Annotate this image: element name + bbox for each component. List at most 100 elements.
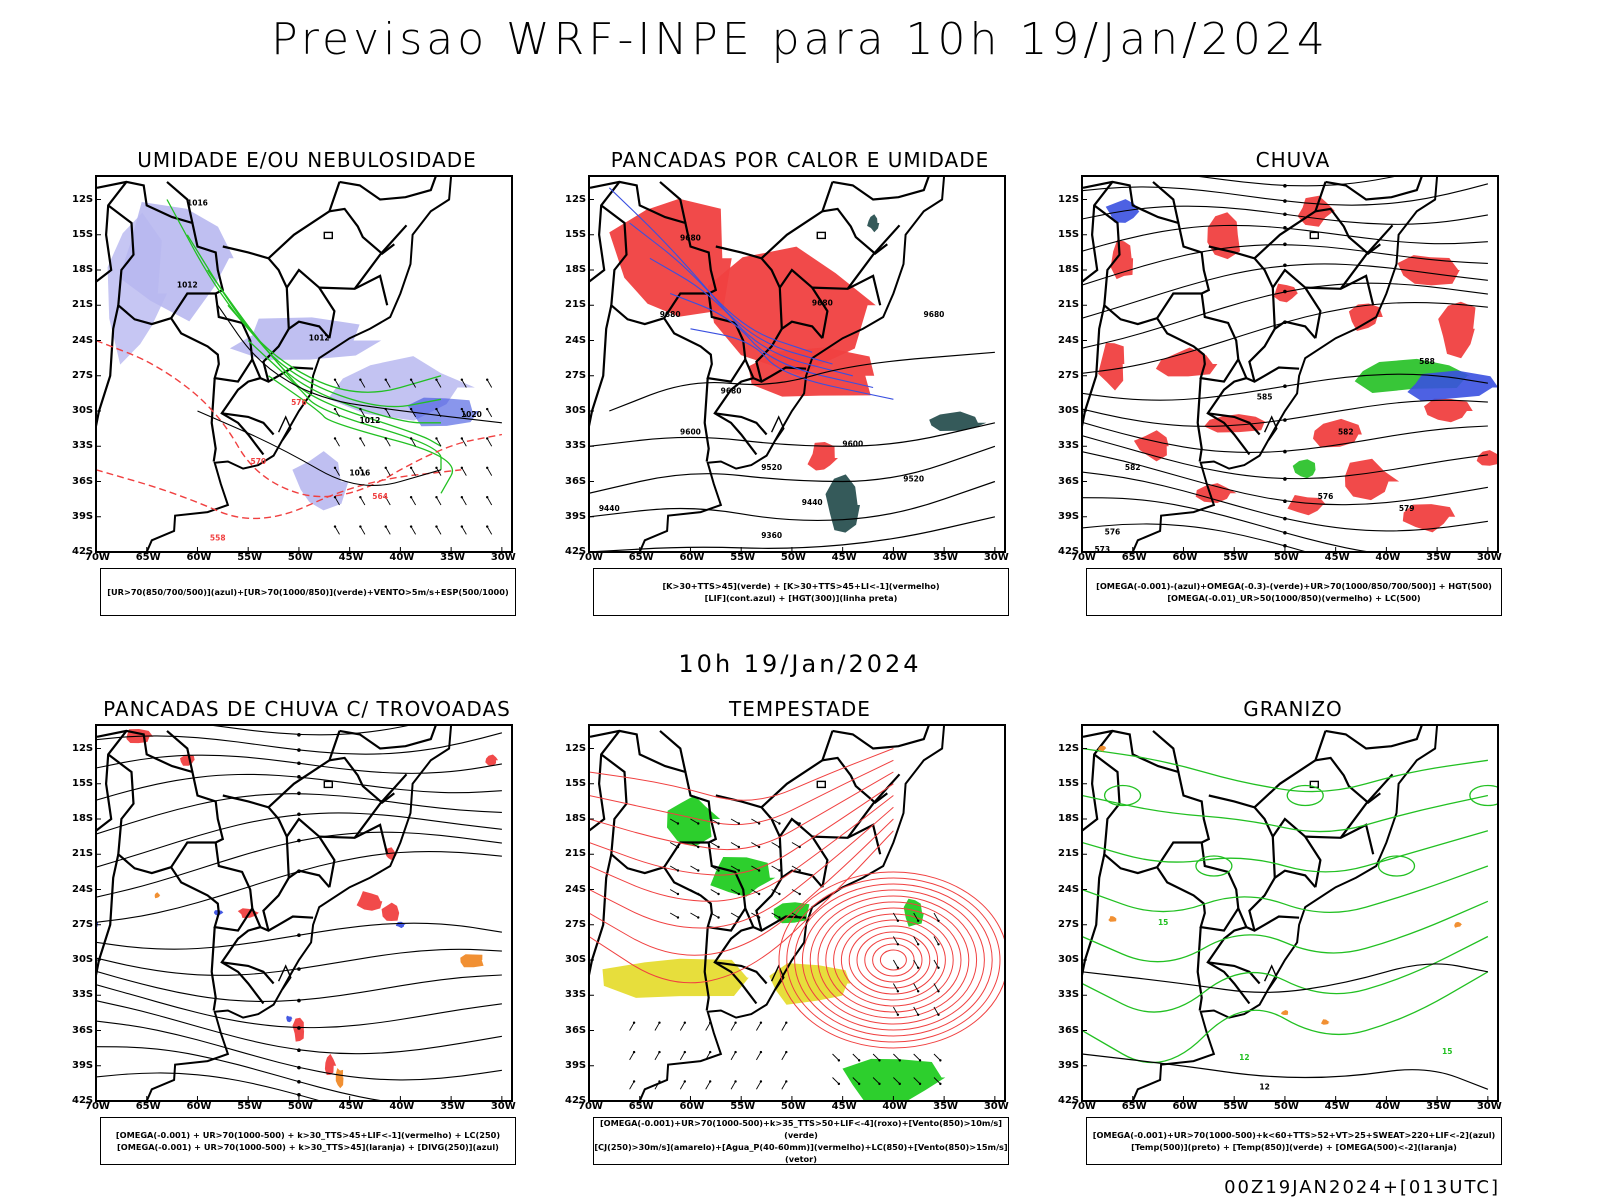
lat-label: 21S [565, 848, 587, 860]
wind-vector-head [359, 407, 362, 411]
thunderstorm-area [381, 902, 400, 921]
streamline-850 [589, 748, 894, 801]
wind-vector-head [916, 919, 920, 922]
political-border [107, 753, 216, 875]
streamline-850 [825, 907, 962, 1013]
wind-vector [359, 438, 366, 447]
wind-vector [461, 379, 467, 388]
wind-vector-head [757, 822, 761, 825]
wind-vector [781, 1051, 787, 1061]
wind-vector [654, 1022, 660, 1031]
political-border [822, 756, 888, 805]
streamline [96, 732, 503, 755]
political-border [1208, 794, 1276, 878]
wind-vector [690, 865, 699, 871]
political-border [812, 274, 882, 306]
rain-area [1195, 483, 1237, 503]
wind-vector [730, 1051, 736, 1061]
contour-label: 582 [1125, 463, 1141, 472]
streamline-arrow [1283, 477, 1287, 481]
lat-label: 39S [565, 510, 587, 522]
wind-vector-head [697, 916, 700, 919]
lon-label: 30W [983, 1101, 1009, 1112]
streamline-arrow [1283, 183, 1287, 188]
wind-vector-head [778, 916, 781, 919]
wind-vector [410, 379, 416, 388]
political-border [1196, 378, 1203, 462]
streamline [1082, 282, 1488, 349]
political-border [846, 773, 901, 839]
map-frame [1081, 175, 1499, 553]
streamline [96, 793, 502, 835]
streamline-arrow [297, 812, 301, 817]
political-border [267, 181, 341, 260]
wind-vector [436, 467, 442, 476]
wind-vector [669, 865, 679, 871]
wind-vector-head [708, 1021, 712, 1024]
legend-line: [OMEGA(-0.001) + UR>70(1000-500) + k>30_… [117, 1142, 499, 1152]
wind-vector-head [435, 407, 438, 411]
thunderstorm-area [324, 1053, 337, 1075]
lat-label: 24S [565, 334, 587, 346]
streamline [1082, 301, 1488, 374]
streamline-arrow [297, 791, 301, 796]
wind-vector-head [632, 1050, 636, 1054]
political-border [1207, 961, 1261, 985]
omega-area [1407, 370, 1498, 402]
humidity-contour [227, 304, 442, 447]
wind-vector-head [486, 466, 489, 470]
wind-850-area [903, 898, 924, 927]
streamline [96, 1046, 387, 1101]
wind-vector-head [798, 892, 801, 896]
lon-label: 50W [287, 552, 313, 563]
map-frame [95, 724, 513, 1102]
lat-label: 27S [72, 918, 94, 930]
instability-area [807, 442, 838, 471]
lat-label: 18S [565, 264, 587, 275]
contour-label: 9680 [660, 310, 681, 319]
wind-vector [385, 467, 391, 476]
political-border [752, 366, 807, 383]
wind-vector [690, 889, 699, 895]
wind-vector [893, 912, 899, 922]
wind-vector-head [359, 496, 362, 499]
streamline [1082, 523, 1309, 552]
jet-stream-area [769, 963, 851, 1005]
streamline-850 [786, 877, 1001, 1043]
height-contour [589, 480, 996, 522]
wind-vector [629, 1022, 635, 1031]
wind-vector-head [676, 892, 680, 896]
streamline-850 [840, 919, 946, 1001]
map-frame [95, 175, 513, 553]
wind-vector-head [757, 892, 761, 896]
wind-vector-head [708, 1050, 712, 1054]
streamline [96, 850, 502, 923]
height-contour [589, 445, 996, 494]
wind-vector-head [359, 378, 362, 381]
streamline-850 [817, 901, 970, 1019]
wind-vector-head [460, 466, 464, 470]
atlantic-coastline [145, 176, 453, 552]
wind-vector-head [333, 466, 337, 470]
wind-vector [710, 865, 719, 871]
streamline [96, 831, 502, 898]
political-border [1245, 366, 1300, 383]
streamline [96, 922, 502, 950]
wind-vector-head [486, 437, 489, 440]
temp-850-contour [1082, 865, 1489, 913]
lat-label: 12S [72, 193, 94, 205]
wind-vector [461, 408, 467, 418]
wind-vector [933, 912, 939, 922]
wind-vector [751, 842, 760, 848]
omega-500-area [1454, 921, 1463, 928]
streamline-850 [864, 937, 923, 983]
political-border [353, 224, 408, 290]
contour-label: 579 [1399, 504, 1415, 513]
wind-vector-head [676, 916, 680, 919]
streamline [1082, 451, 1488, 506]
political-border [96, 180, 265, 456]
height-contour [589, 422, 996, 447]
wind-vector-head [384, 525, 387, 528]
wind-vector [893, 959, 899, 969]
wind-vector-head [759, 1080, 763, 1083]
